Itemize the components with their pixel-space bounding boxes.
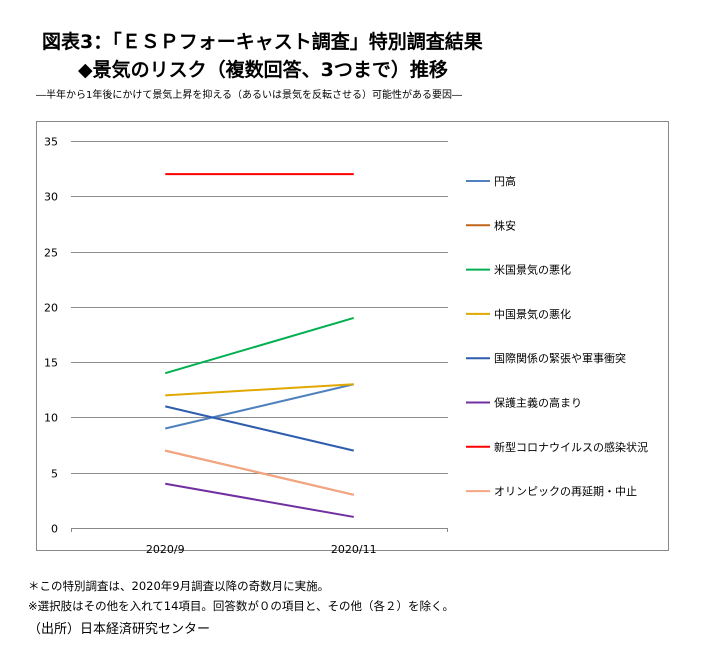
legend-label: 株安 (494, 218, 516, 232)
series-line (165, 405, 354, 452)
y-tick-label: 10 (44, 412, 58, 425)
source-note: （出所）日本経済研究センター (28, 622, 211, 637)
series-line (165, 449, 354, 496)
series-line (165, 383, 354, 397)
y-tick-label: 25 (44, 247, 58, 260)
y-tick-label: 5 (51, 468, 58, 481)
legend-label: 米国景気の悪化 (494, 263, 571, 277)
chart-subtitle: ◆景気のリスク（複数回答、3つまで）推移 (78, 59, 448, 81)
series-line (165, 383, 354, 430)
chart-title: 図表3：「ＥＳＰフォーキャスト調査」特別調査結果 (42, 31, 483, 53)
legend-label: 保護主義の高まり (494, 396, 582, 410)
footnote-1: ＊この特別調査は、2020年9月調査以降の奇数月に実施。 (28, 579, 330, 593)
legend-label: 円高 (494, 174, 516, 188)
legend-label: 国際関係の緊張や軍事衝突 (494, 351, 626, 365)
footnote-2: ※選択肢はその他を入れて14項目。回答数が０の項目と、その他（各２）を除く。 (28, 599, 454, 613)
y-tick-label: 15 (44, 357, 58, 370)
series-line (164, 316, 355, 375)
chart-caption: ―半年から1年後にかけて景気上昇を抑える（あるいは景気を反転させる）可能性がある… (36, 90, 463, 101)
chart-frame (36, 121, 669, 551)
y-tick-label: 30 (44, 191, 58, 204)
y-tick-label: 20 (44, 302, 58, 315)
legend-label: 新型コロナウイルスの感染状況 (494, 440, 648, 454)
legend-label: オリンピックの再延期・中止 (494, 485, 637, 498)
y-tick-label: 0 (51, 523, 58, 536)
x-tick-label: 2020/9 (146, 543, 185, 556)
legend-label: 中国景気の悪化 (494, 307, 571, 321)
y-tick-label: 35 (44, 136, 58, 149)
x-tick-label: 2020/11 (331, 543, 377, 556)
series-line (165, 482, 354, 518)
